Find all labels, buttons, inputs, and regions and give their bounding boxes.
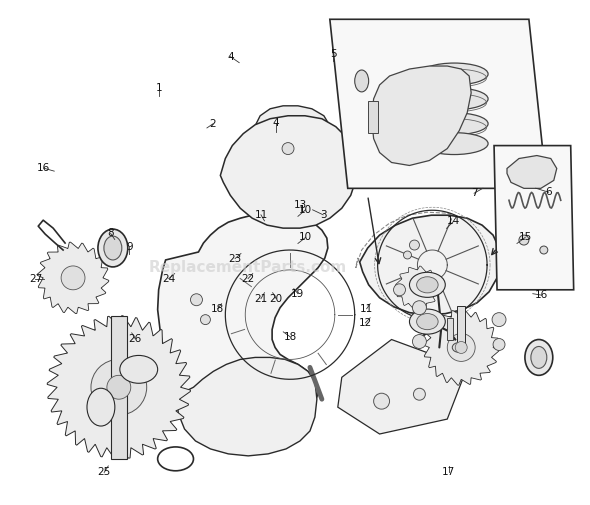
Text: 12: 12 [359, 318, 372, 328]
Text: 5: 5 [330, 49, 336, 59]
Text: 6: 6 [545, 187, 552, 197]
Circle shape [409, 240, 419, 250]
Text: 19: 19 [291, 289, 304, 298]
Circle shape [492, 313, 506, 327]
Text: 18: 18 [211, 304, 224, 314]
Polygon shape [396, 266, 439, 310]
Text: 3: 3 [320, 210, 326, 220]
Bar [111, 316, 127, 459]
Polygon shape [360, 215, 501, 315]
Ellipse shape [453, 342, 466, 352]
Text: 10: 10 [299, 232, 312, 242]
Circle shape [399, 270, 435, 306]
Text: 22: 22 [241, 274, 255, 284]
Ellipse shape [417, 277, 438, 293]
Ellipse shape [409, 309, 445, 334]
Polygon shape [158, 213, 328, 431]
Text: 8: 8 [107, 228, 114, 238]
Circle shape [412, 301, 427, 315]
Text: 14: 14 [447, 216, 460, 226]
Bar [368, 101, 378, 133]
Polygon shape [330, 19, 547, 188]
Circle shape [519, 235, 529, 245]
Text: 21: 21 [254, 294, 268, 304]
Text: 26: 26 [129, 334, 142, 344]
Ellipse shape [409, 272, 445, 297]
Text: 16: 16 [535, 290, 548, 300]
Text: 10: 10 [299, 205, 312, 215]
Text: 1: 1 [155, 83, 162, 93]
Ellipse shape [421, 113, 488, 135]
Text: 16: 16 [37, 163, 50, 173]
Text: ReplacementParts.com: ReplacementParts.com [149, 260, 347, 275]
Circle shape [414, 388, 425, 400]
Text: 24: 24 [162, 274, 175, 284]
Ellipse shape [355, 70, 369, 92]
Text: 27: 27 [29, 274, 42, 284]
Polygon shape [507, 156, 557, 188]
Text: 11: 11 [360, 304, 373, 314]
Bar [457, 306, 465, 343]
Text: 13: 13 [294, 200, 307, 210]
Circle shape [447, 333, 475, 362]
Bar [447, 318, 453, 339]
Ellipse shape [417, 314, 438, 330]
Ellipse shape [87, 388, 115, 426]
Polygon shape [338, 339, 467, 434]
Polygon shape [494, 145, 573, 290]
Polygon shape [47, 316, 191, 459]
Circle shape [43, 248, 103, 308]
Circle shape [61, 266, 85, 290]
Text: 23: 23 [228, 254, 242, 264]
Polygon shape [175, 358, 317, 456]
Polygon shape [220, 116, 357, 228]
Text: 25: 25 [97, 468, 111, 477]
Circle shape [394, 284, 405, 296]
Polygon shape [424, 310, 499, 385]
Text: 4: 4 [227, 52, 234, 62]
Circle shape [430, 316, 493, 379]
Circle shape [540, 246, 548, 254]
Text: 15: 15 [519, 232, 532, 242]
Text: 9: 9 [126, 242, 133, 252]
Circle shape [455, 341, 467, 353]
Polygon shape [37, 242, 109, 314]
Circle shape [282, 142, 294, 155]
Circle shape [412, 334, 427, 348]
Circle shape [57, 326, 181, 449]
Circle shape [201, 315, 211, 325]
Text: 4: 4 [273, 118, 280, 128]
Circle shape [373, 393, 389, 409]
Ellipse shape [421, 63, 488, 85]
Text: 11: 11 [254, 210, 268, 220]
Text: 20: 20 [270, 294, 283, 304]
Text: 2: 2 [209, 119, 216, 129]
Polygon shape [372, 66, 471, 166]
Polygon shape [253, 106, 332, 163]
Ellipse shape [98, 229, 128, 267]
Circle shape [404, 251, 411, 259]
Ellipse shape [421, 133, 488, 155]
Ellipse shape [120, 356, 158, 383]
Ellipse shape [421, 88, 488, 110]
Circle shape [191, 294, 202, 306]
Circle shape [107, 375, 131, 399]
Circle shape [91, 360, 147, 415]
Ellipse shape [104, 236, 122, 260]
Ellipse shape [525, 339, 553, 375]
Ellipse shape [531, 346, 547, 368]
Text: 7: 7 [471, 188, 477, 198]
Text: 17: 17 [442, 468, 455, 477]
Circle shape [493, 338, 505, 350]
Text: 18: 18 [284, 332, 297, 342]
